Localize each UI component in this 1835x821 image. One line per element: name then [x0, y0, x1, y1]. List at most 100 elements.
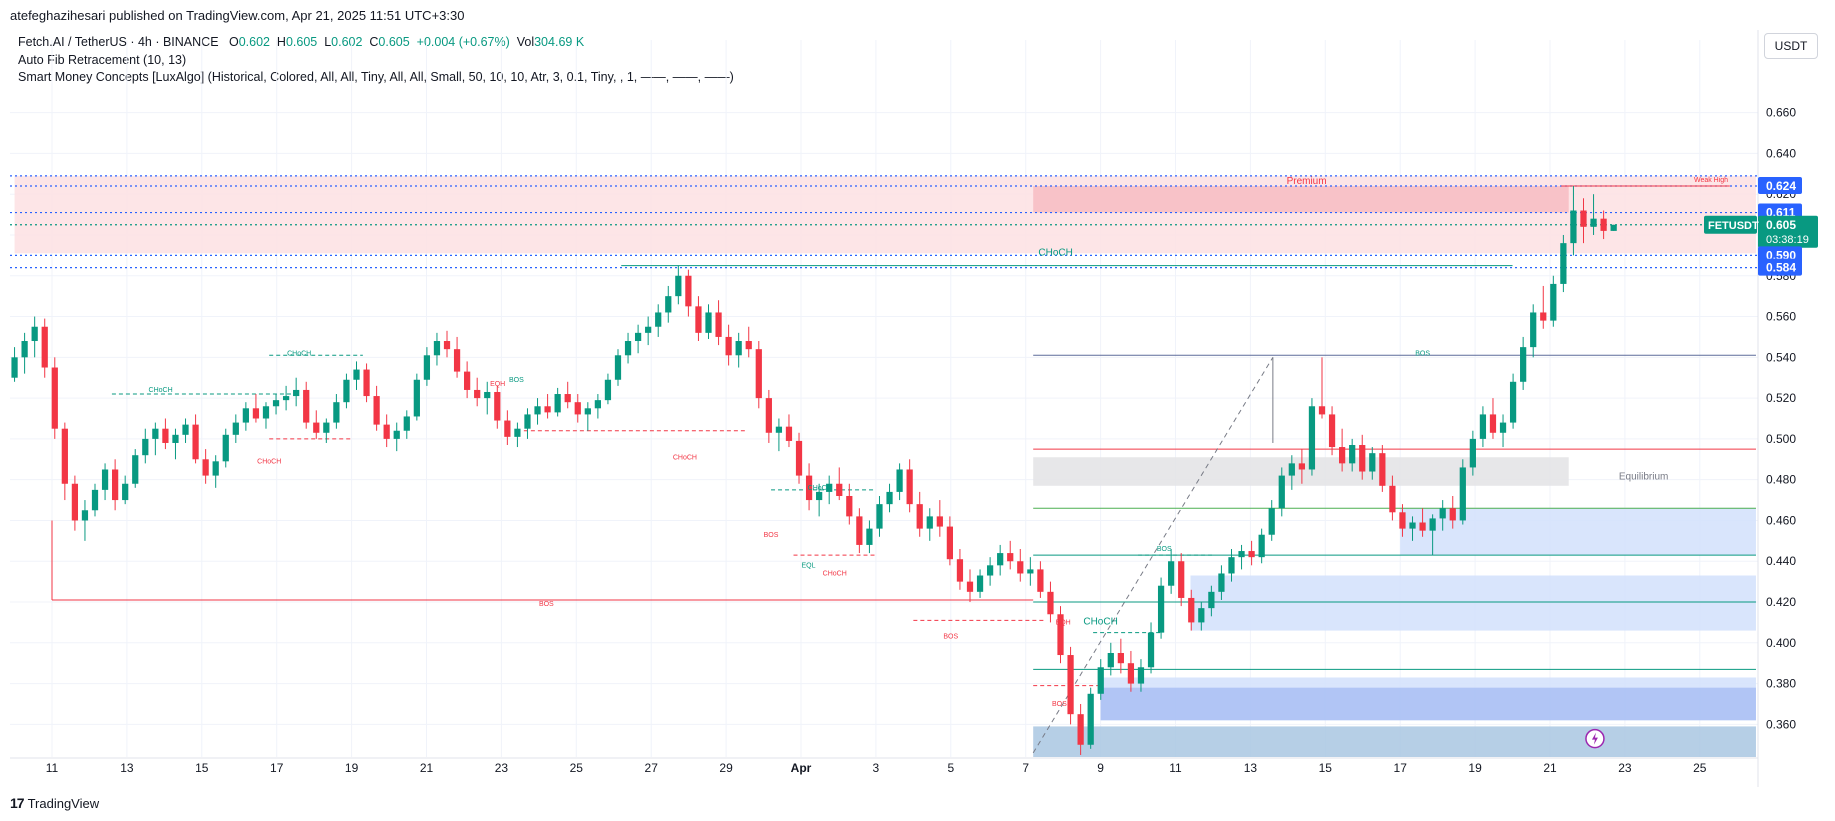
- candle-body: [272, 400, 280, 407]
- candle-body: [1469, 438, 1476, 468]
- candle-body: [1328, 414, 1336, 448]
- candle-body: [423, 355, 431, 380]
- candle-body: [946, 526, 953, 560]
- candle-body: [242, 408, 249, 423]
- candle-body: [363, 369, 370, 397]
- high-value: 0.605: [285, 35, 318, 49]
- candle-body: [896, 469, 903, 492]
- candle-body: [494, 391, 501, 421]
- candle-body: [1057, 614, 1064, 656]
- candle-body: [1017, 561, 1024, 574]
- candle-body: [413, 379, 420, 417]
- y-tick-label: 0.660: [1766, 106, 1796, 120]
- x-tick-label: 25: [1693, 761, 1707, 775]
- candle-body: [846, 495, 853, 517]
- candle-body: [916, 504, 923, 529]
- y-tick-label: 0.420: [1766, 595, 1796, 609]
- annotation-label: CHoCH: [149, 387, 173, 394]
- candle-body: [554, 394, 561, 413]
- x-tick-label: 11: [46, 761, 59, 775]
- candle-body: [936, 516, 943, 527]
- candle-body: [675, 275, 682, 297]
- x-tick-label: 23: [495, 761, 509, 775]
- candle-body: [232, 422, 239, 435]
- candle-body: [735, 341, 742, 356]
- candle-body: [1238, 551, 1245, 558]
- candle-body: [604, 379, 612, 401]
- tradingview-logo-icon: 17: [10, 795, 25, 811]
- candle-body: [534, 406, 541, 415]
- annotation-label: CHoCH: [808, 485, 832, 492]
- x-tick-label: 13: [1244, 761, 1258, 775]
- candle-body: [162, 428, 169, 443]
- annotation-label: Weak High: [1694, 177, 1728, 184]
- candle-body: [474, 389, 481, 399]
- candle-body: [1429, 518, 1436, 531]
- candle-body: [484, 391, 491, 399]
- annotation-label: EQH: [1056, 619, 1071, 626]
- candle-body: [323, 422, 330, 433]
- symbol-name[interactable]: Fetch.AI / TetherUS · 4h · BINANCE: [18, 35, 219, 49]
- candle-body: [986, 565, 994, 576]
- candle-body: [1439, 508, 1446, 519]
- candle-body: [1560, 243, 1567, 284]
- candle-body: [1540, 312, 1547, 321]
- indicator-smc-row[interactable]: Smart Money Concepts [LuxAlgo] (Historic…: [18, 70, 734, 84]
- candle-body: [91, 489, 99, 511]
- x-tick-label: 19: [345, 761, 359, 775]
- candle-body: [142, 438, 149, 456]
- price-badge-value: 0.584: [1766, 261, 1796, 275]
- candle-body: [464, 371, 471, 390]
- candle-body: [1268, 508, 1275, 535]
- candle-body: [1208, 591, 1215, 609]
- candle-body: [1570, 210, 1577, 244]
- symbol-badge: [1704, 215, 1757, 234]
- candle-body: [745, 341, 752, 350]
- open-label: O: [228, 35, 239, 49]
- publisher-line: atefeghazihesari published on TradingVie…: [10, 8, 465, 23]
- candle-body: [976, 575, 984, 592]
- x-tick-label: Apr: [791, 761, 812, 775]
- blue-zone-2: [1190, 575, 1756, 631]
- candle-body: [1580, 210, 1587, 227]
- candle-body: [1509, 381, 1517, 423]
- price-badge: [1758, 177, 1802, 195]
- equilibrium-box: [1033, 457, 1569, 486]
- candle-body: [665, 296, 672, 313]
- last-price-badge: [1758, 215, 1818, 248]
- annotation-label: BOS: [764, 532, 779, 539]
- candle-body: [1379, 453, 1386, 486]
- x-tick-label: 15: [1319, 761, 1333, 775]
- candle-body: [182, 424, 189, 435]
- candle-body: [172, 434, 179, 443]
- x-tick-label: 21: [420, 761, 434, 775]
- candle-body: [303, 389, 310, 423]
- candle-body: [101, 469, 109, 490]
- candle-body: [1369, 453, 1376, 472]
- candle-body: [574, 402, 581, 415]
- candle-body: [433, 341, 441, 356]
- y-tick-label: 0.360: [1766, 717, 1796, 731]
- candle-body: [282, 396, 290, 401]
- symbol-legend-row[interactable]: Fetch.AI / TetherUS · 4h · BINANCE O 0.60…: [18, 34, 734, 52]
- candle-body: [1067, 655, 1074, 715]
- candle-body: [1349, 445, 1356, 464]
- footer-brand[interactable]: 17 TradingView: [10, 795, 99, 811]
- indicator-fib-row[interactable]: Auto Fib Retracement (10, 13): [18, 52, 187, 67]
- currency-button[interactable]: USDT: [1764, 33, 1818, 59]
- candle-body: [564, 394, 571, 403]
- y-tick-label: 0.440: [1766, 554, 1796, 568]
- candle-body: [262, 406, 270, 419]
- candle-body: [826, 483, 833, 492]
- annotation-label: CHoCH: [823, 571, 847, 578]
- candle-body: [906, 469, 913, 505]
- candle-body: [584, 408, 591, 415]
- candle-body: [132, 455, 139, 484]
- annotation-label: CHoCH: [1083, 616, 1117, 627]
- low-value: 0.602: [331, 35, 363, 49]
- candle-body: [1288, 463, 1295, 476]
- y-tick-label: 0.400: [1766, 636, 1796, 650]
- candle-body: [1610, 224, 1617, 231]
- candle-body: [634, 332, 642, 342]
